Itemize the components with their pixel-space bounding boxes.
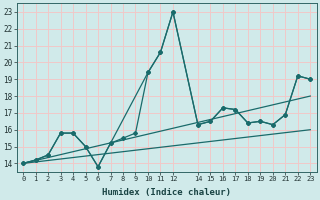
X-axis label: Humidex (Indice chaleur): Humidex (Indice chaleur) [102, 188, 231, 197]
